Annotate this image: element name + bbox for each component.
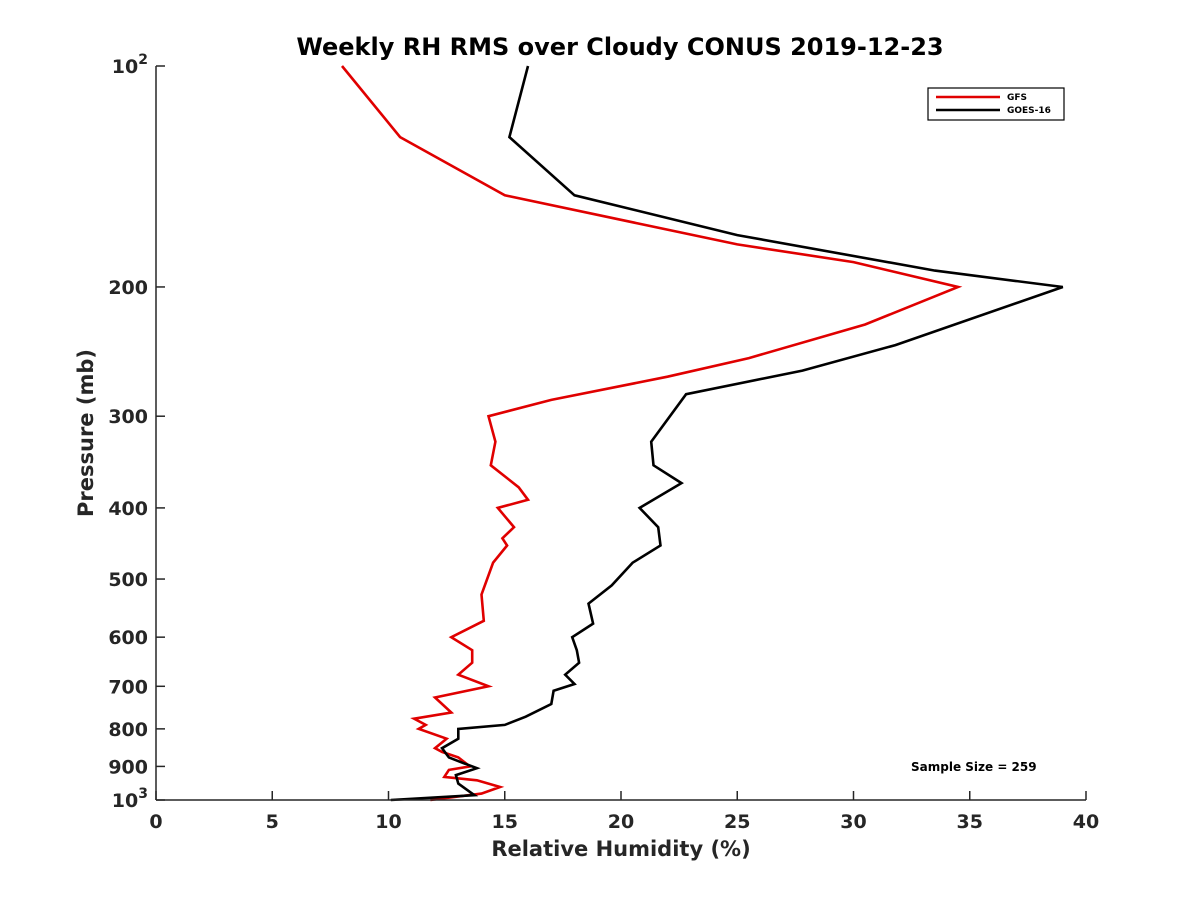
sample-size-annotation: Sample Size = 259	[911, 760, 1037, 774]
legend: GFS GOES-16	[927, 87, 1065, 121]
x-tick-label: 20	[608, 811, 634, 833]
series-layer	[340, 65, 1064, 802]
y-tick-label: 500	[108, 569, 148, 591]
y-tick-label: 102	[112, 52, 148, 78]
series-line-gfs	[340, 65, 963, 802]
y-tick-label: 400	[108, 498, 148, 520]
x-tick-label: 10	[375, 811, 401, 833]
legend-label-goes16: GOES-16	[1007, 106, 1051, 116]
y-tick-label: 700	[108, 676, 148, 698]
x-tick-label: 40	[1073, 811, 1099, 833]
legend-box	[927, 87, 1065, 121]
y-ticks: 102 200 300 400 500 600 700 800 900 103	[108, 52, 165, 812]
y-tick-label: 900	[108, 756, 148, 778]
x-tick-label: 30	[840, 811, 866, 833]
x-tick-label: 35	[957, 811, 983, 833]
chart-title: Weekly RH RMS over Cloudy CONUS 2019-12-…	[296, 33, 943, 61]
y-tick-label: 103	[112, 786, 148, 812]
y-axis-label: Pressure (mb)	[74, 349, 98, 517]
y-tick-label: 200	[108, 277, 148, 299]
x-tick-label: 5	[266, 811, 279, 833]
y-tick-label: 800	[108, 719, 148, 741]
x-ticks: 0 5 10 15 20 25 30 35 40	[149, 791, 1099, 833]
plot-area: 0 5 10 15 20 25 30 35 40 102 200 300 400 500 600 700 80…	[108, 52, 1099, 833]
y-tick-label: 600	[108, 627, 148, 649]
legend-label-gfs: GFS	[1007, 93, 1027, 103]
y-tick-label: 300	[108, 406, 148, 428]
series-line-goes16	[390, 65, 1064, 802]
x-tick-label: 0	[149, 811, 162, 833]
x-tick-label: 25	[724, 811, 750, 833]
x-axis-label: Relative Humidity (%)	[491, 837, 750, 861]
x-tick-label: 15	[492, 811, 518, 833]
